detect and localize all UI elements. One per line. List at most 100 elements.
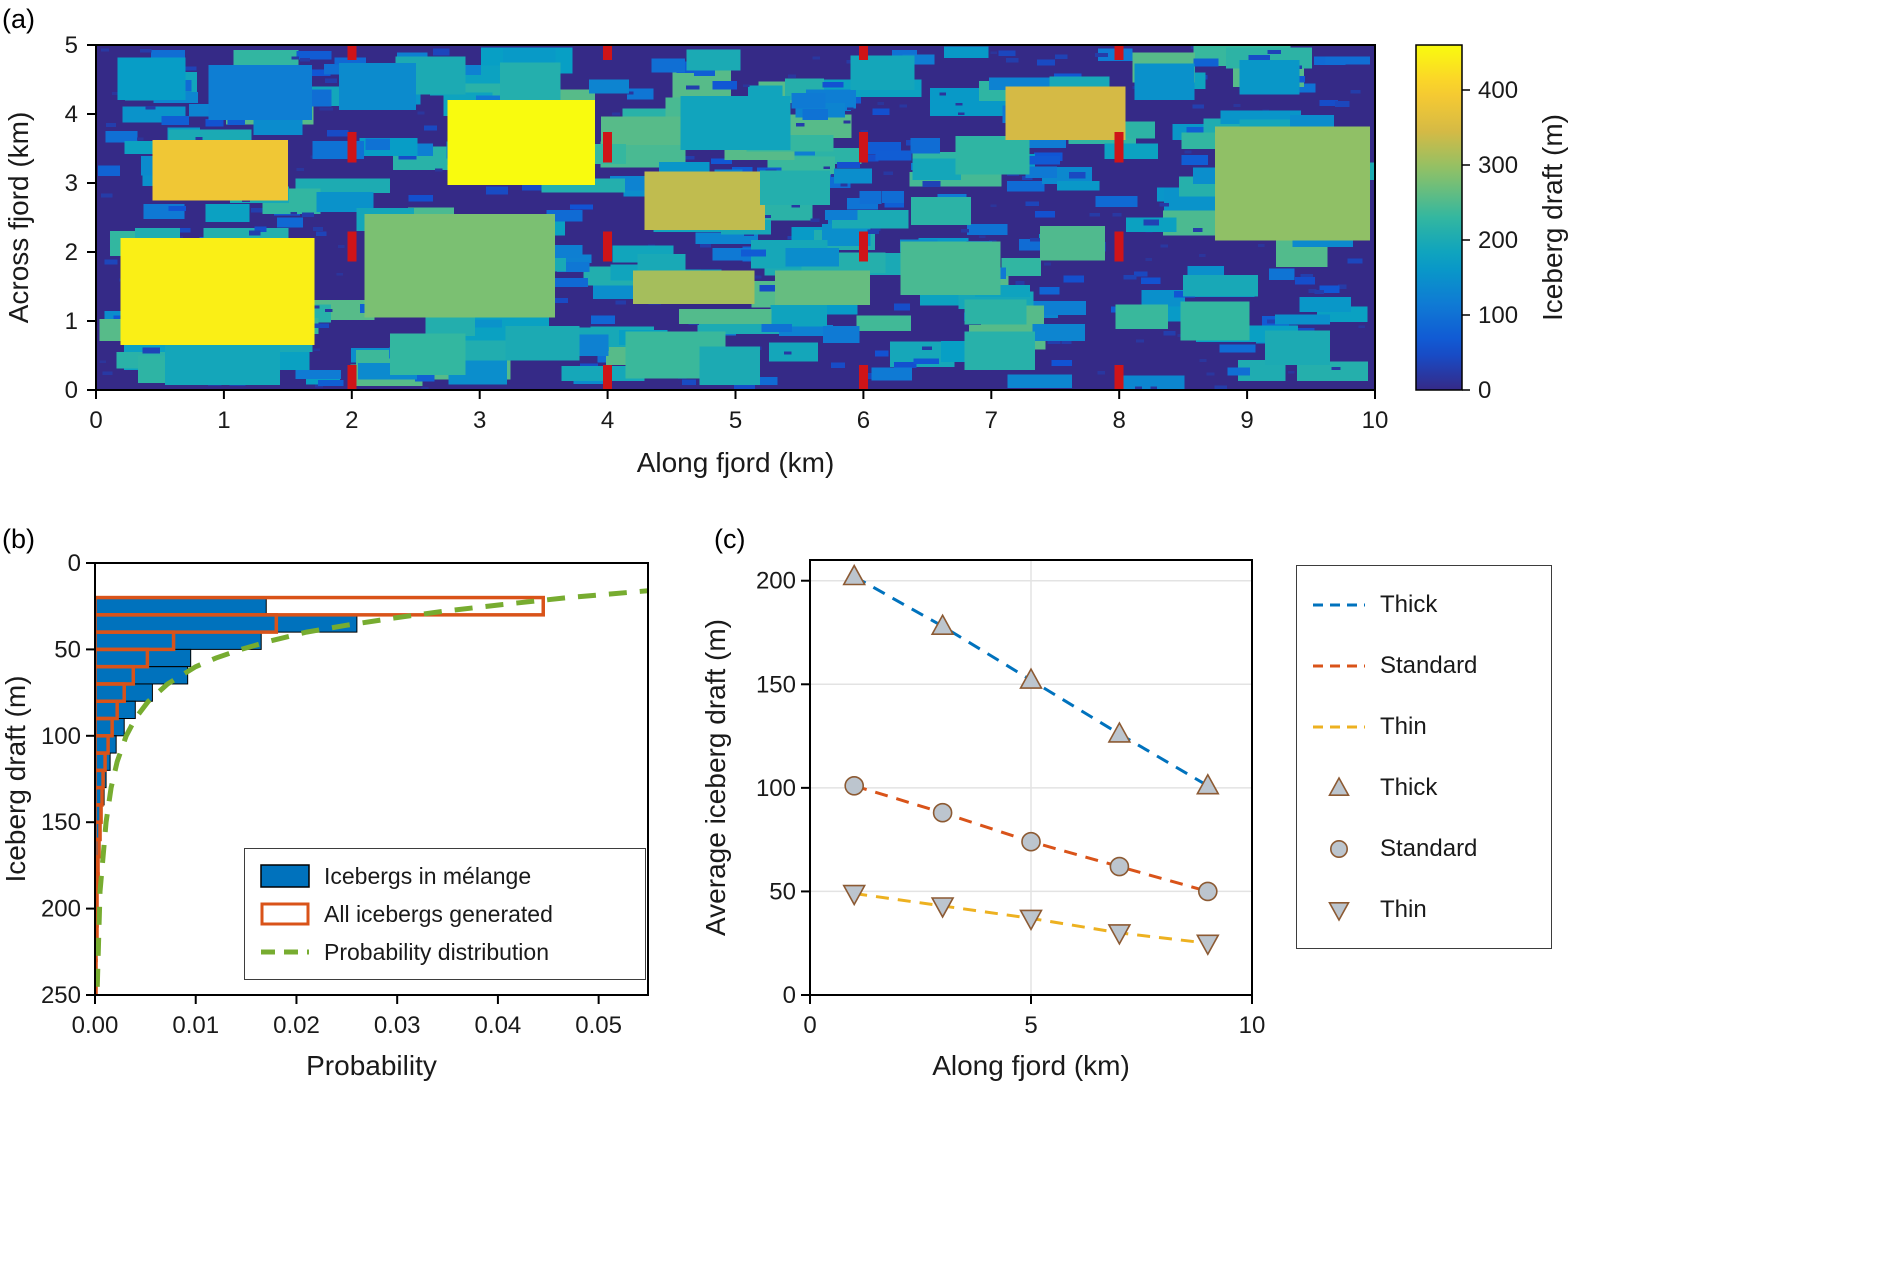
- probability-distribution-line: [95, 588, 648, 995]
- red-marker: [1114, 231, 1124, 262]
- red-marker: [603, 131, 613, 163]
- red-marker: [1114, 45, 1124, 61]
- colorbar-label: Iceberg draft (m): [1537, 114, 1568, 321]
- large-iceberg: [680, 96, 791, 150]
- draft-histogram-panel: 0.00 0.01 0.02 0.03 0.04 0.05 0 50 100 150 200 250 P…: [0, 550, 649, 1081]
- marker-triangle-up: [842, 563, 867, 586]
- large-iceberg: [1134, 63, 1195, 101]
- large-iceberg: [117, 57, 186, 101]
- large-iceberg: [208, 65, 313, 121]
- marker-circle: [932, 802, 953, 823]
- legend-item-thick-marker: Thick: [1311, 773, 1537, 803]
- red-marker: [858, 131, 868, 163]
- marker-triangle-down: [930, 897, 955, 919]
- tick-label: 150: [41, 809, 81, 836]
- large-iceberg: [633, 270, 755, 304]
- axes-frame: [94, 562, 649, 996]
- tick-label: 0.04: [475, 1012, 522, 1039]
- legend-label: Thick: [1380, 590, 1438, 618]
- melange-field: [96, 45, 1375, 390]
- tick-label: 0: [783, 982, 796, 1009]
- tick-label: 3: [65, 170, 78, 197]
- thin-marker-swatch: [1328, 901, 1350, 922]
- panel-b-tag: (b): [2, 524, 35, 554]
- legend-label: All icebergs generated: [324, 900, 553, 927]
- tick-label: 150: [756, 671, 796, 698]
- red-marker: [1114, 131, 1124, 163]
- marker-circle: [1197, 881, 1218, 902]
- legend-label: Thin: [1380, 712, 1427, 740]
- tick-label: 2: [345, 407, 358, 434]
- tick-label: 3: [473, 407, 486, 434]
- tick-label: 0.05: [575, 1012, 622, 1039]
- marker-triangle-up: [1107, 721, 1132, 743]
- red-marker: [603, 231, 613, 262]
- tick-label: 100: [756, 775, 796, 802]
- standard-line-swatch: [1313, 664, 1365, 667]
- red-marker: [1114, 365, 1124, 390]
- tick-label: 1: [65, 308, 78, 335]
- large-iceberg: [505, 325, 580, 361]
- legend-item-distribution: Probability distribution: [259, 938, 631, 966]
- marker-triangle-down: [842, 884, 867, 907]
- red-marker: [858, 365, 868, 390]
- tick-label: 0: [65, 377, 78, 404]
- red-marker: [347, 231, 357, 262]
- large-iceberg: [1039, 225, 1106, 261]
- distribution-dash-swatch: [261, 949, 309, 955]
- red-marker: [347, 365, 357, 390]
- tick-label: 200: [756, 568, 796, 595]
- tick-label: 6: [857, 407, 870, 434]
- legend-label: Thin: [1380, 895, 1427, 923]
- legend-label: Standard: [1380, 651, 1478, 679]
- thin-line-swatch: [1313, 725, 1365, 728]
- large-iceberg: [120, 238, 315, 346]
- marker-triangle-up: [1019, 667, 1043, 689]
- tick-label: 50: [769, 878, 796, 905]
- tick-label: 0.01: [172, 1012, 219, 1039]
- red-marker: [347, 131, 357, 163]
- large-iceberg: [1180, 301, 1250, 341]
- tick-label: 250: [41, 982, 81, 1009]
- large-iceberg: [900, 241, 1001, 295]
- legend-item-thin-marker: Thin: [1311, 895, 1537, 925]
- colorbar: [1416, 45, 1462, 390]
- tick-label: 7: [985, 407, 998, 434]
- legend-item-standard-marker: Standard: [1311, 834, 1537, 864]
- tick-label: 10: [1239, 1012, 1266, 1039]
- tick-label: 200: [1478, 227, 1518, 254]
- marker-triangle-up: [930, 613, 955, 636]
- marker-triangle-up: [1195, 773, 1220, 795]
- marker-circle: [844, 775, 865, 796]
- x-axis-label: Along fjord (km): [637, 447, 835, 478]
- red-marker: [858, 231, 868, 262]
- tick-label: 9: [1240, 407, 1253, 434]
- marker-circle: [1329, 839, 1348, 858]
- red-marker: [603, 45, 613, 61]
- legend-item-thick-line: Thick: [1311, 590, 1537, 620]
- legend-label: Thick: [1380, 773, 1438, 801]
- tick-label: 1: [217, 407, 230, 434]
- marker-circle: [1021, 831, 1041, 852]
- tick-label: 0: [1478, 377, 1491, 404]
- tick-label: 0: [68, 550, 81, 577]
- legend-label: Standard: [1380, 834, 1478, 862]
- tick-label: 0: [89, 407, 102, 434]
- large-iceberg: [964, 331, 1035, 370]
- tick-label: 400: [1478, 77, 1518, 104]
- tick-label: 5: [1024, 1012, 1037, 1039]
- tick-label: 2: [65, 239, 78, 266]
- red-marker: [603, 365, 613, 390]
- tick-label: 0.02: [273, 1012, 320, 1039]
- large-iceberg: [1239, 60, 1300, 95]
- colorbar-frame: [1415, 44, 1463, 391]
- tick-label: 10: [1362, 407, 1389, 434]
- marker-triangle-down: [1328, 901, 1350, 922]
- thick-line-swatch: [1313, 603, 1365, 606]
- large-iceberg: [955, 136, 1030, 175]
- large-iceberg: [447, 100, 595, 186]
- tick-label: 0: [803, 1012, 816, 1039]
